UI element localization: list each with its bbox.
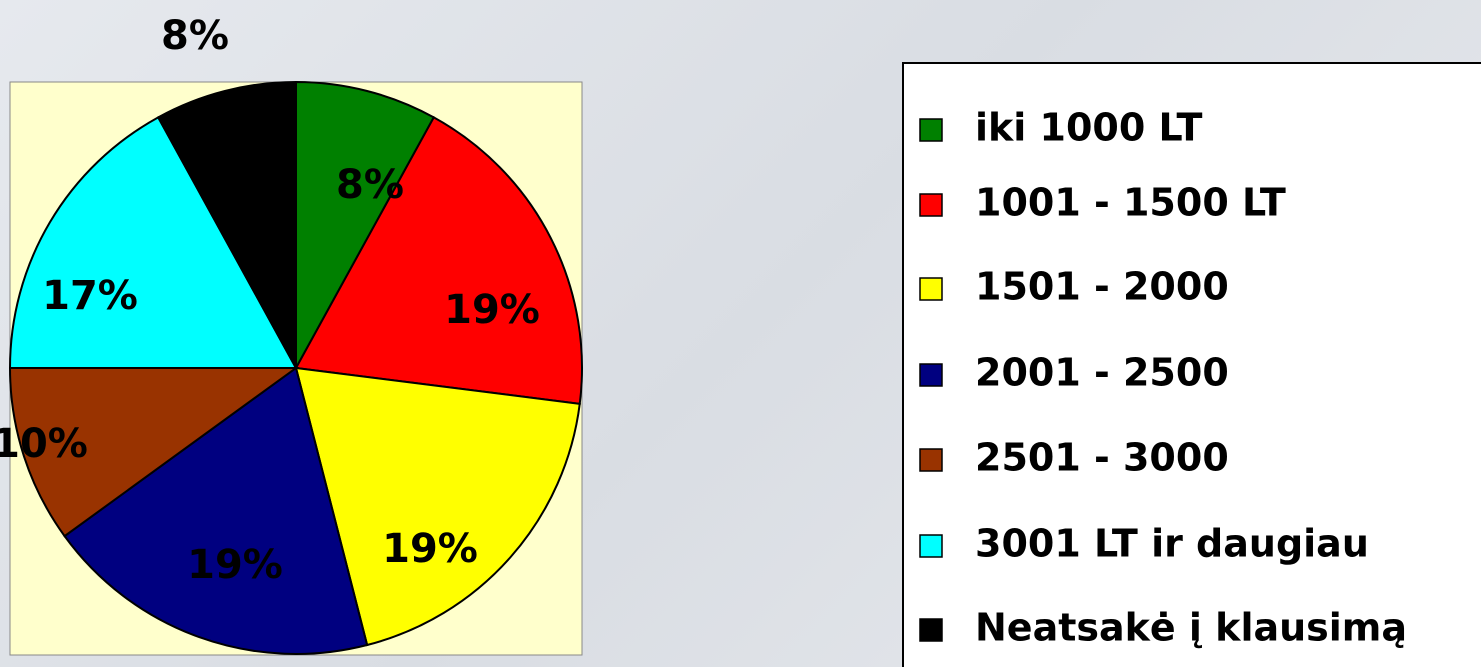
legend-label: 2501 - 3000 (975, 436, 1229, 480)
legend-swatch (919, 618, 943, 642)
legend-label: iki 1000 LT (975, 106, 1202, 150)
legend-label: 1001 - 1500 LT (975, 181, 1286, 225)
data-label: 10% (0, 421, 88, 467)
pie-slice (8, 116, 298, 369)
legend-swatch (919, 118, 943, 142)
pie-slice (294, 366, 581, 647)
pie-slice (63, 366, 369, 655)
legend-box (902, 62, 1481, 667)
pie-slice (156, 80, 297, 369)
data-label: 8% (336, 162, 404, 208)
pie-slice (8, 367, 300, 538)
data-label: 19% (187, 542, 283, 588)
legend-label: 1501 - 2000 (975, 265, 1229, 309)
legend-swatch (919, 534, 943, 558)
legend-label: Neatsakė į klausimą (975, 606, 1407, 650)
legend-label: 2001 - 2500 (975, 351, 1229, 395)
pie-slice (294, 116, 583, 405)
data-label: 17% (42, 273, 138, 319)
data-label: 19% (382, 526, 478, 572)
pie-slice (295, 80, 436, 369)
legend-swatch (919, 363, 943, 387)
data-label: 19% (444, 287, 540, 333)
legend-swatch (919, 448, 943, 472)
legend-swatch (919, 277, 943, 301)
legend-label: 3001 LT ir daugiau (975, 522, 1369, 566)
legend-swatch (919, 193, 943, 217)
data-label: 8% (161, 13, 229, 59)
